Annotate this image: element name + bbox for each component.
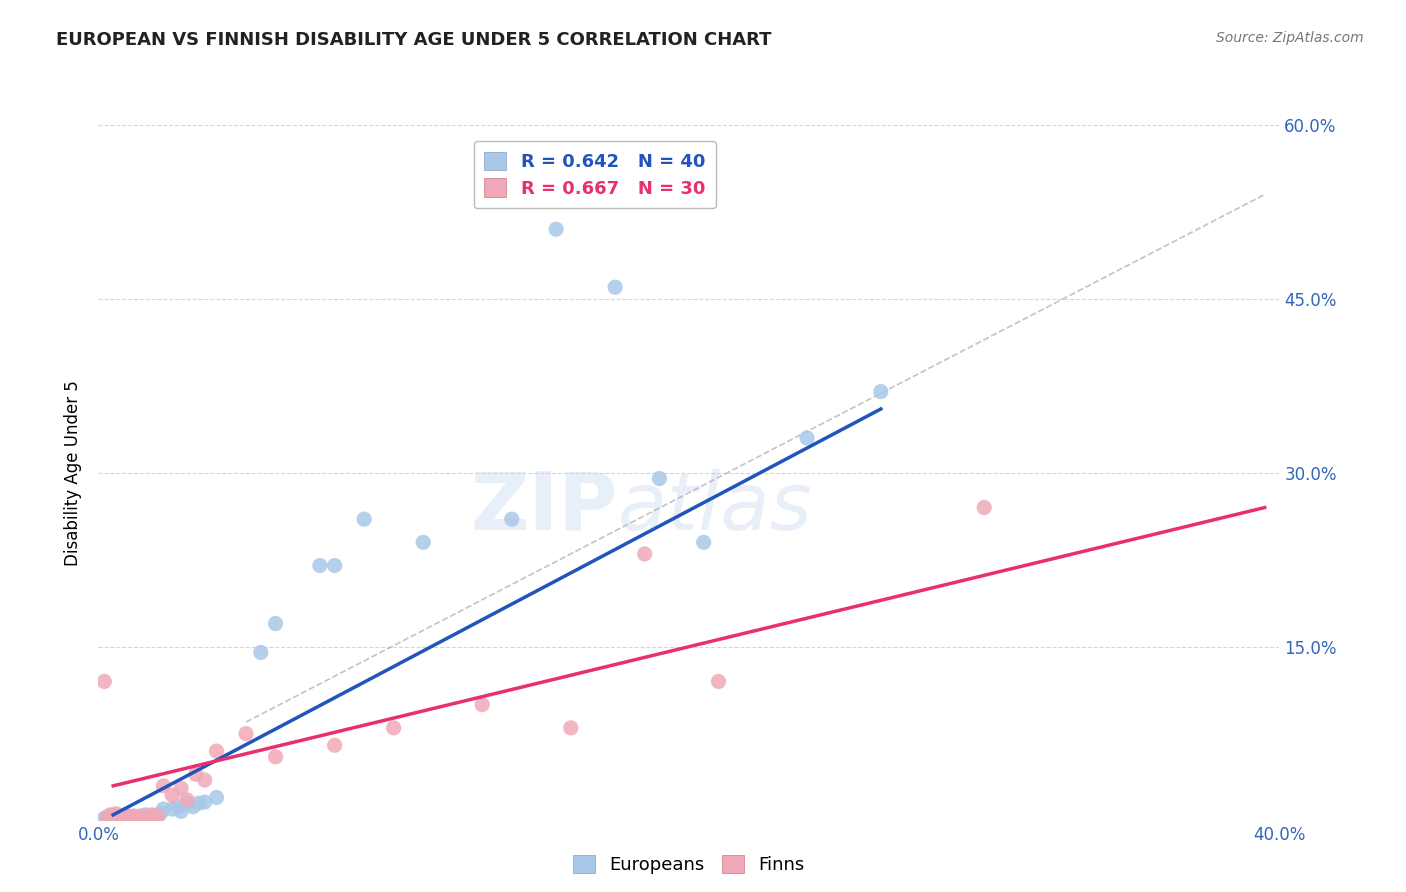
Point xyxy=(98,811,121,825)
Legend: Europeans, Finns: Europeans, Finns xyxy=(565,847,813,881)
Point xyxy=(869,384,891,399)
Point xyxy=(105,806,128,821)
Point xyxy=(114,808,136,822)
Point xyxy=(235,726,257,740)
Point xyxy=(707,674,730,689)
Point xyxy=(135,810,157,824)
Point xyxy=(560,721,582,735)
Point xyxy=(125,810,148,824)
Point xyxy=(167,799,190,814)
Y-axis label: Disability Age Under 5: Disability Age Under 5 xyxy=(65,380,83,566)
Text: Source: ZipAtlas.com: Source: ZipAtlas.com xyxy=(1216,31,1364,45)
Point xyxy=(605,280,627,294)
Point xyxy=(117,811,139,825)
Point xyxy=(103,809,125,823)
Point xyxy=(546,222,568,236)
Point xyxy=(96,810,118,824)
Point xyxy=(796,431,818,445)
Point xyxy=(128,809,150,823)
Point xyxy=(93,674,115,689)
Point xyxy=(111,810,134,824)
Point xyxy=(323,739,346,753)
Point xyxy=(633,547,655,561)
Point xyxy=(205,790,228,805)
Point xyxy=(122,809,145,823)
Point xyxy=(264,616,287,631)
Point xyxy=(138,810,160,824)
Point xyxy=(114,809,136,823)
Point xyxy=(973,500,995,515)
Point xyxy=(693,535,716,549)
Point xyxy=(111,810,134,824)
Point xyxy=(146,809,169,823)
Point xyxy=(162,802,183,816)
Point xyxy=(264,749,287,764)
Point xyxy=(170,805,193,819)
Point xyxy=(98,808,121,822)
Point xyxy=(501,512,523,526)
Point xyxy=(149,806,172,821)
Point xyxy=(132,809,155,823)
Point xyxy=(412,535,434,549)
Point xyxy=(141,808,163,822)
Point xyxy=(135,808,157,822)
Point xyxy=(184,767,207,781)
Point xyxy=(176,793,198,807)
Point xyxy=(162,788,183,802)
Text: ZIP: ZIP xyxy=(471,468,619,547)
Point xyxy=(170,781,193,796)
Point xyxy=(108,809,131,823)
Point xyxy=(105,810,128,824)
Point xyxy=(117,809,139,823)
Point xyxy=(250,646,273,660)
Point xyxy=(176,796,198,810)
Point xyxy=(103,809,125,823)
Point xyxy=(323,558,346,573)
Point xyxy=(194,772,217,788)
Point xyxy=(194,795,217,809)
Point xyxy=(96,810,118,824)
Point xyxy=(120,810,142,824)
Point xyxy=(471,698,494,712)
Point xyxy=(382,721,405,735)
Text: atlas: atlas xyxy=(619,468,813,547)
Point xyxy=(648,471,671,485)
Point xyxy=(152,779,174,793)
Point xyxy=(93,811,115,825)
Point xyxy=(108,811,131,825)
Point xyxy=(309,558,332,573)
Point xyxy=(146,808,169,822)
Point xyxy=(181,799,204,814)
Point xyxy=(141,809,163,823)
Point xyxy=(122,810,145,824)
Point xyxy=(152,802,174,816)
Point xyxy=(187,796,209,810)
Point xyxy=(205,744,228,758)
Point xyxy=(353,512,375,526)
Text: EUROPEAN VS FINNISH DISABILITY AGE UNDER 5 CORRELATION CHART: EUROPEAN VS FINNISH DISABILITY AGE UNDER… xyxy=(56,31,772,49)
